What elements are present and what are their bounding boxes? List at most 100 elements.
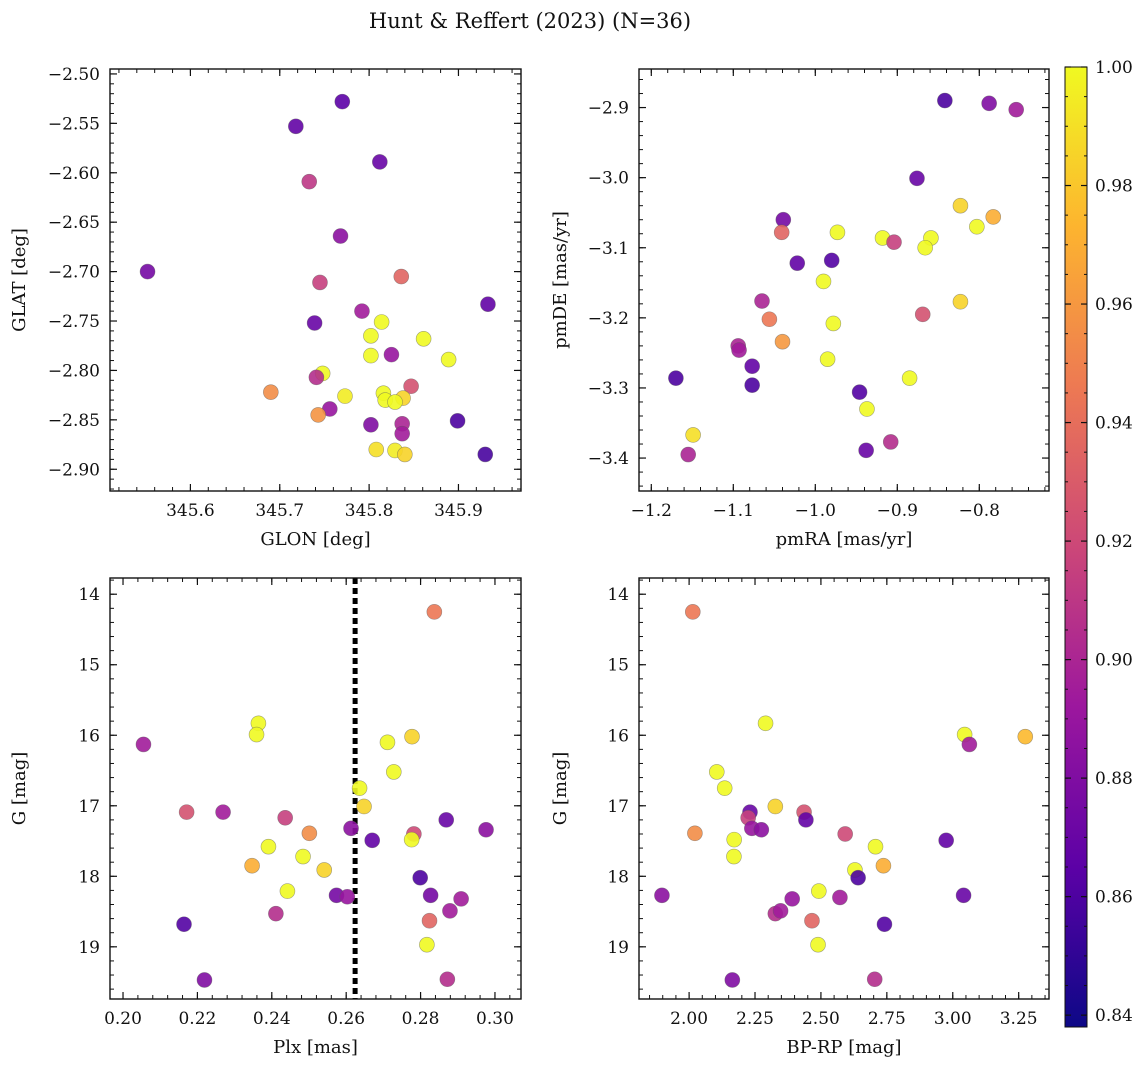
data-point	[753, 821, 770, 838]
data-point	[832, 889, 848, 906]
data-point	[859, 401, 875, 417]
data-point	[351, 780, 368, 796]
data-point	[403, 378, 419, 395]
data-point	[985, 209, 1002, 225]
data-point	[372, 154, 388, 170]
data-point	[726, 848, 742, 865]
axes-frame	[109, 68, 522, 492]
x-tick-label: −1.0	[795, 501, 836, 521]
data-point	[415, 331, 432, 347]
data-point	[726, 831, 742, 848]
y-tick-label: −2.50	[48, 65, 100, 85]
data-point	[773, 224, 790, 241]
data-point	[478, 821, 494, 838]
x-tick-label: 0.22	[178, 1009, 216, 1029]
data-point	[858, 442, 874, 459]
x-tick-label: 345.7	[255, 501, 304, 521]
data-point	[363, 328, 379, 344]
colorbar-gradient	[1064, 66, 1088, 1028]
data-point	[815, 273, 832, 290]
data-point	[397, 446, 413, 463]
data-point	[337, 388, 353, 404]
y-tick-label: 17	[78, 797, 100, 817]
data-point	[308, 369, 325, 386]
data-point	[754, 293, 770, 309]
data-point	[339, 888, 356, 905]
data-point	[277, 809, 293, 826]
data-point	[819, 351, 836, 368]
axes-frame	[638, 577, 1050, 1000]
x-tick-label: 0.24	[253, 1009, 291, 1029]
data-point	[260, 838, 277, 855]
y-tick-label: −3.1	[588, 239, 629, 259]
x-axis-label: GLON [deg]	[260, 529, 370, 550]
data-point	[901, 370, 918, 386]
parallax-magnitude-panel: 0.20 0.22 0.24 0.26 0.28 0.30 14 15 16 17 18 19 Plx …	[9, 577, 522, 1058]
data-point	[938, 832, 954, 849]
data-point	[744, 377, 760, 393]
data-point	[354, 303, 370, 319]
y-tick-label: −2.75	[48, 312, 100, 332]
data-point	[909, 170, 925, 187]
data-point	[708, 764, 725, 780]
y-tick-label: 18	[78, 867, 100, 887]
y-tick-label: −2.65	[48, 213, 100, 233]
colorbar-tick-label: 0.90	[1095, 651, 1133, 671]
data-point	[981, 95, 997, 112]
data-point	[440, 351, 457, 368]
data-point	[412, 869, 429, 886]
y-axis-label: pmDE [mas/yr]	[550, 211, 571, 349]
axes-frame	[109, 577, 522, 1000]
data-point	[811, 883, 827, 899]
data-point	[442, 903, 458, 919]
data-point	[385, 764, 402, 780]
y-tick-label: −2.85	[48, 411, 100, 431]
data-point	[387, 394, 403, 410]
data-point	[969, 218, 985, 235]
y-tick-label: −2.70	[48, 263, 100, 283]
y-tick-label: 15	[78, 656, 100, 676]
data-point	[343, 820, 359, 837]
y-tick-label: −3.3	[588, 379, 629, 399]
x-tick-label: 0.28	[402, 1009, 440, 1029]
data-point	[379, 734, 396, 751]
x-tick-label: −1.1	[713, 501, 754, 521]
y-tick-label: −3.2	[588, 309, 629, 329]
x-tick-label: 2.00	[670, 1009, 708, 1029]
x-tick-label: 0.20	[104, 1009, 142, 1029]
x-tick-label: −0.9	[877, 501, 918, 521]
proper-motion-panel: −1.2 −1.1 −1.0 −0.9 −0.8 −2.9 −3.0 −3.1 −3.2 −3.3…	[550, 68, 1050, 550]
x-tick-label: 345.6	[166, 501, 215, 521]
data-point	[419, 936, 435, 953]
data-point	[196, 972, 213, 988]
data-point	[668, 370, 684, 386]
data-point	[680, 446, 697, 463]
x-tick-label: −1.2	[631, 501, 672, 521]
x-tick-label: 3.25	[1000, 1009, 1038, 1029]
data-point	[1017, 728, 1034, 745]
data-point	[937, 92, 953, 109]
data-point	[804, 912, 820, 929]
data-point	[724, 972, 741, 988]
x-tick-label: 345.9	[434, 501, 483, 521]
data-point	[301, 825, 318, 842]
data-point	[368, 441, 385, 458]
x-tick-label: 345.8	[345, 501, 394, 521]
y-tick-label: 16	[607, 726, 629, 746]
data-point	[438, 812, 455, 828]
data-point	[810, 936, 826, 953]
data-point	[394, 425, 410, 442]
data-point	[310, 407, 326, 423]
data-point	[684, 604, 701, 620]
data-point	[850, 869, 866, 886]
data-point	[364, 832, 381, 849]
y-tick-label: 16	[78, 726, 100, 746]
data-point	[685, 427, 701, 443]
data-point	[421, 912, 438, 929]
data-point	[823, 252, 840, 269]
data-point	[866, 971, 883, 988]
y-tick-label: −3.4	[588, 449, 629, 469]
data-point	[383, 346, 400, 363]
data-point	[268, 905, 284, 922]
